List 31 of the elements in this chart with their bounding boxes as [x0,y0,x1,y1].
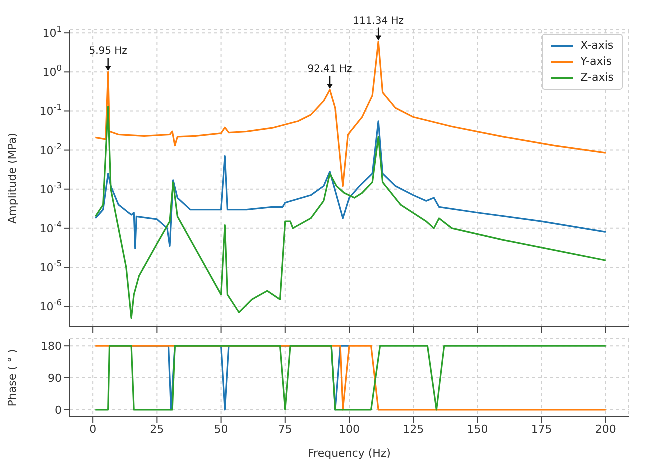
y-tick-label: 180 [41,340,62,354]
x-tick-label: 0 [90,422,97,436]
y-axis-title: Amplitude (MPa) [6,133,19,224]
legend-label: Z-axis [580,70,614,86]
y-tick-label: 10$^{-5}$ [40,258,62,275]
y-tick-label: 0 [55,404,62,417]
y-tick-label: 10$^{-1}$ [40,102,62,118]
y-tick-label: 10$^{1}$ [42,24,62,40]
y-tick-label: 10$^{-4}$ [40,219,62,236]
x-tick-label: 175 [531,422,552,436]
annotation: 5.95 Hz [89,46,128,58]
y-tick-label: 90 [48,372,62,385]
x-tick-label: 150 [467,422,488,436]
line-series [94,106,607,320]
y-tick-label: 10$^{-6}$ [40,298,62,314]
x-tick-label: 125 [403,422,424,436]
line-series [94,120,607,250]
y-tick-label: 10$^{-3}$ [40,180,62,196]
x-axis-title: Frequency (Hz) [308,447,391,460]
y-axis-title: Phase ( ° ) [6,349,19,407]
y-tick-label: 10$^{0}$ [42,63,62,80]
x-tick-label: 100 [339,422,360,436]
legend-label: Y-axis [580,54,612,70]
annotation: 92.41 Hz [308,64,352,75]
annotation: 111.34 Hz [353,16,404,27]
x-tick-label: 200 [595,422,616,436]
x-tick-label: 50 [214,422,228,436]
x-tick-label: 25 [150,422,164,436]
x-tick-label: 75 [278,422,292,436]
y-tick-label: 10$^{-2}$ [40,141,62,158]
legend-label: X-axis [580,38,614,54]
